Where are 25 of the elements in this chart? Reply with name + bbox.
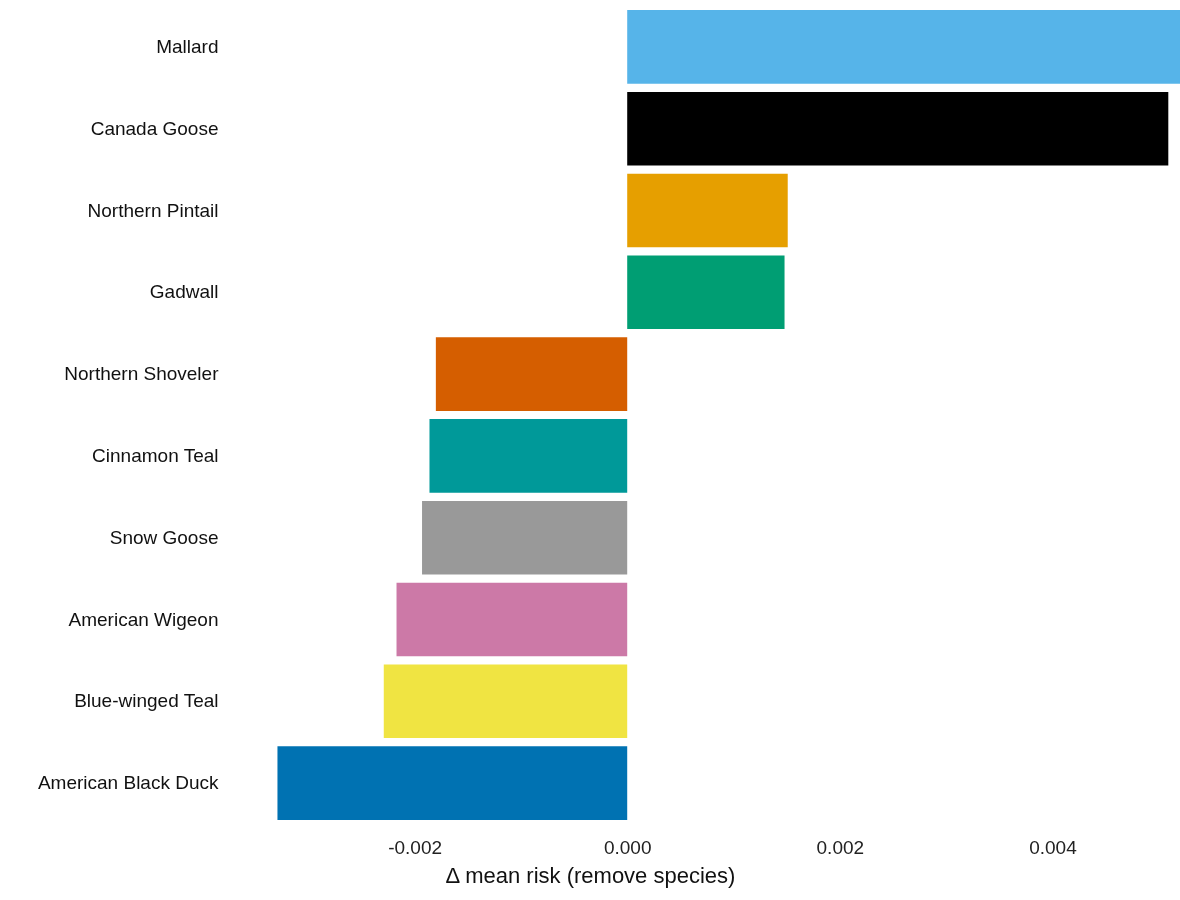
y-tick-label: Blue-winged Teal (74, 690, 219, 712)
bar (627, 10, 1180, 84)
bar (383, 664, 628, 739)
x-tick-label: 0.000 (603, 836, 652, 858)
bar (627, 173, 788, 248)
y-tick-label: Snow Goose (109, 526, 219, 548)
x-tick-label: 0.002 (816, 836, 865, 858)
bar (422, 500, 628, 575)
bar (627, 255, 785, 330)
bar (277, 746, 628, 820)
bar (429, 419, 628, 493)
y-tick-label: Canada Goose (90, 117, 219, 139)
y-tick-label: Mallard (156, 35, 219, 57)
x-tick-label: -0.002 (388, 836, 443, 858)
y-tick-label: Northern Pintail (87, 199, 219, 221)
bar (627, 91, 1169, 166)
y-tick-label: Cinnamon Teal (92, 444, 219, 466)
bar (435, 337, 628, 411)
y-tick-label: American Black Duck (37, 772, 219, 794)
x-tick-label: 0.004 (1029, 836, 1078, 858)
y-tick-label: Northern Shoveler (64, 363, 220, 385)
x-axis-title: Δ mean risk (remove species) (445, 862, 736, 888)
bar (396, 582, 628, 657)
y-tick-label: Gadwall (149, 281, 219, 303)
y-tick-label: American Wigeon (68, 608, 219, 630)
